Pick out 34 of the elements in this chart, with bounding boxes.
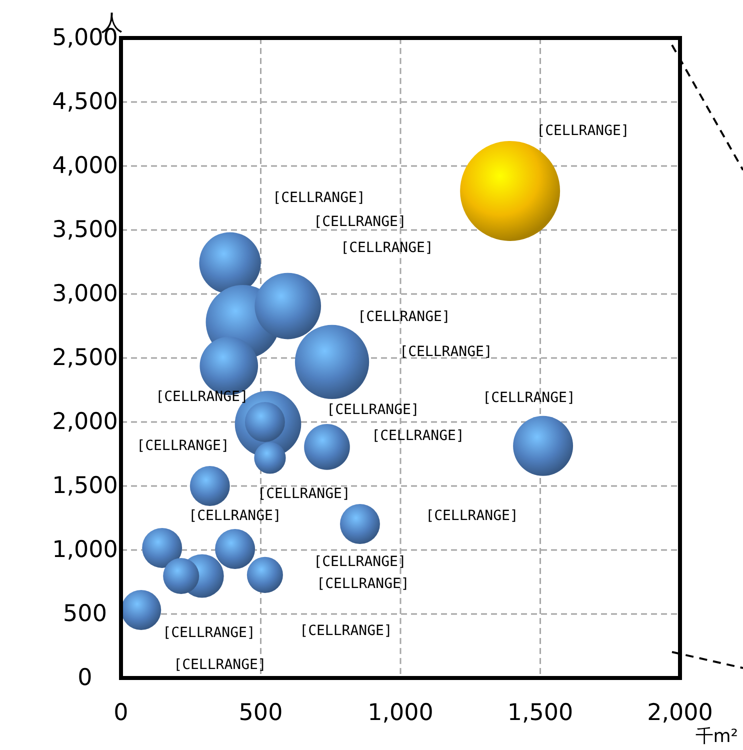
y-tick-label: 2,000 <box>52 409 118 435</box>
annotation: [CELLRANGE] <box>162 625 256 641</box>
x-tick-label: 1,500 <box>507 700 574 726</box>
annotation: [CELLRANGE] <box>316 576 410 592</box>
y-tick-label: 1,000 <box>52 537 118 563</box>
y-tick-label: 1,500 <box>52 473 118 499</box>
annotation: [CELLRANGE] <box>536 123 630 139</box>
annotation: [CELLRANGE] <box>400 344 492 360</box>
annotation: [CELLRANGE] <box>272 190 366 206</box>
y-tick-label: 4,000 <box>52 153 118 179</box>
annotation: [CELLRANGE] <box>174 657 266 673</box>
y-tick-label: 2,500 <box>52 345 118 371</box>
x-tick-label: 2,000 <box>647 700 713 726</box>
y-tick-label: 0 <box>78 665 92 691</box>
y-tick-label: 3,500 <box>52 217 118 243</box>
y-tick-label: 500 <box>63 601 107 627</box>
annotation: [CELLRANGE] <box>340 240 434 256</box>
annotation: [CELLRANGE] <box>156 389 248 405</box>
annotation: [CELLRANGE] <box>326 402 420 418</box>
x-tick-label: 1,000 <box>368 700 434 726</box>
annotation: [CELLRANGE] <box>300 623 392 639</box>
annotation: [CELLRANGE] <box>188 508 282 524</box>
annotation: [CELLRANGE] <box>136 438 230 454</box>
x-axis-title: 千m² <box>695 726 738 747</box>
annotation: [CELLRANGE] <box>314 554 406 570</box>
annotation: [CELLRANGE] <box>358 309 450 325</box>
annotation: [CELLRANGE] <box>314 214 406 230</box>
y-tick-label: 4,500 <box>52 89 118 115</box>
annotation: [CELLRANGE] <box>482 390 576 406</box>
annotation: [CELLRANGE] <box>426 508 518 524</box>
annotation: [CELLRANGE] <box>258 486 350 502</box>
annotation: [CELLRANGE] <box>372 428 464 444</box>
y-tick-label: 3,000 <box>52 281 118 307</box>
x-tick-label: 500 <box>238 700 283 726</box>
